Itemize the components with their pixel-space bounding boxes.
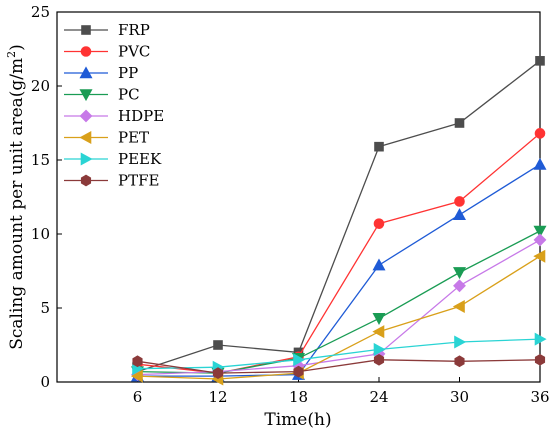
series-line-ptfe xyxy=(137,359,541,374)
series-hdpe xyxy=(131,233,547,382)
data-point-pvc xyxy=(454,196,465,207)
legend-item-frp: FRP xyxy=(64,21,150,39)
series-line-pet xyxy=(137,255,541,380)
data-point-frp xyxy=(374,141,384,152)
data-point-peek xyxy=(293,353,306,367)
data-point-peek xyxy=(454,335,467,349)
x-axis-label: Time(h) xyxy=(264,410,331,430)
y-axis-label: Scaling amount per unit area(g/m2) xyxy=(5,44,27,350)
series-ptfe xyxy=(132,353,546,379)
legend-label: PTFE xyxy=(118,172,159,190)
y-tick-label: 25 xyxy=(31,3,50,21)
legend-item-ptfe: PTFE xyxy=(64,172,159,190)
x-tick-label: 12 xyxy=(208,388,227,406)
data-point-hdpe xyxy=(533,233,547,247)
legend-label: PC xyxy=(118,86,140,104)
x-axis: 6 12 18 24 30 36 xyxy=(133,377,550,406)
x-tick-label: 6 xyxy=(133,388,143,406)
y-tick-label: 15 xyxy=(31,151,50,169)
legend-marker xyxy=(79,109,93,123)
data-point-frp xyxy=(454,118,465,128)
y-tick-label: 5 xyxy=(40,299,50,317)
data-point-ptfe xyxy=(293,365,304,378)
legend-marker xyxy=(80,174,92,187)
series-line-frp xyxy=(137,60,541,373)
legend-marker xyxy=(80,152,93,166)
legend-label: PVC xyxy=(118,43,150,61)
legend-label: PET xyxy=(118,129,149,147)
data-point-pp xyxy=(452,208,467,221)
data-point-pvc xyxy=(373,218,385,229)
data-point-frp xyxy=(535,56,545,66)
data-point-pet xyxy=(533,249,546,263)
series-layer xyxy=(130,56,547,386)
data-point-pc xyxy=(533,225,547,238)
series-line-pc xyxy=(137,230,541,374)
y-axis: 0 5 10 15 20 25 xyxy=(31,3,62,391)
legend-item-hdpe: HDPE xyxy=(64,107,164,125)
data-point-pvc xyxy=(534,128,546,139)
data-point-pc xyxy=(452,267,467,280)
data-point-hdpe xyxy=(453,279,466,293)
data-point-ptfe xyxy=(373,353,385,366)
data-point-ptfe xyxy=(132,355,143,368)
y-axis-label-end: ) xyxy=(7,44,27,51)
data-point-ptfe xyxy=(454,355,465,368)
x-tick-label: 18 xyxy=(289,388,308,406)
legend-item-pc: PC xyxy=(64,86,140,104)
legend-label: PEEK xyxy=(118,150,162,168)
legend-item-pp: PP xyxy=(64,64,138,82)
series-peek xyxy=(132,332,547,376)
legend: FRP PVC PP PC HDPE PET PEEK PTFE xyxy=(64,21,164,190)
series-line-pp xyxy=(137,163,541,377)
data-point-ptfe xyxy=(534,353,546,366)
data-point-pet xyxy=(452,300,465,314)
data-point-peek xyxy=(534,332,547,346)
legend-marker xyxy=(79,89,93,102)
legend-item-peek: PEEK xyxy=(64,150,162,168)
legend-marker xyxy=(79,130,92,145)
legend-item-pet: PET xyxy=(64,129,149,147)
series-line-peek xyxy=(137,338,541,370)
legend-label: PP xyxy=(118,64,138,82)
legend-marker xyxy=(81,25,91,35)
legend-marker xyxy=(80,46,92,57)
data-point-pp xyxy=(533,157,547,170)
y-axis-label-main: Scaling amount per unit area(g/m xyxy=(7,58,27,350)
data-point-ptfe xyxy=(212,367,224,379)
y-tick-label: 10 xyxy=(31,225,50,243)
data-point-pet xyxy=(372,325,385,339)
x-tick-label: 36 xyxy=(530,388,549,406)
series-frp xyxy=(132,56,545,377)
y-axis-label-superscript: 2 xyxy=(5,51,18,58)
data-point-pet xyxy=(130,369,143,383)
y-tick-label: 20 xyxy=(31,77,50,95)
data-point-frp xyxy=(213,340,223,350)
legend-label: HDPE xyxy=(118,107,164,125)
y-tick-label: 0 xyxy=(40,373,50,391)
x-tick-label: 24 xyxy=(369,388,388,406)
legend-marker xyxy=(79,66,93,79)
data-point-pp xyxy=(372,258,386,271)
legend-label: FRP xyxy=(118,21,150,39)
series-line-pvc xyxy=(137,132,541,374)
series-pp xyxy=(130,157,547,382)
series-pet xyxy=(130,249,546,386)
series-line-hdpe xyxy=(137,239,541,376)
x-tick-label: 30 xyxy=(450,388,469,406)
legend-item-pvc: PVC xyxy=(64,43,150,61)
data-point-peek xyxy=(373,342,386,356)
data-point-pc xyxy=(372,313,386,325)
